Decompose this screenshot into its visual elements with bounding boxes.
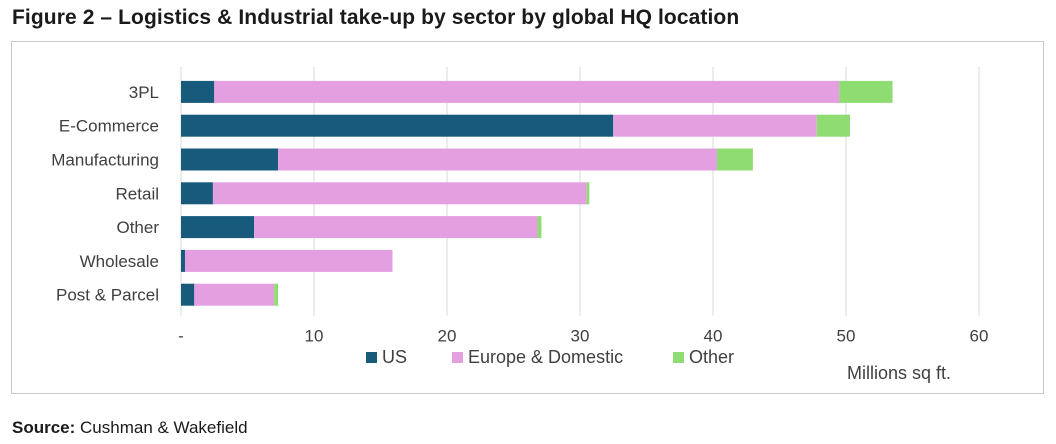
bar-other-6 [274, 283, 279, 306]
bar-us-1 [181, 114, 614, 137]
legend-swatch [452, 352, 463, 363]
bar-us-2 [181, 148, 279, 171]
bar-europe-domestic-1 [613, 114, 817, 137]
category-label: E-Commerce [59, 117, 159, 136]
bar-us-4 [181, 216, 255, 239]
source-text: Cushman & Wakefield [75, 418, 248, 437]
category-label: Retail [116, 184, 159, 203]
x-tick-60: 60 [970, 327, 989, 346]
bar-other-1 [816, 114, 850, 137]
legend-label: Other [689, 347, 734, 367]
bar-us-0 [181, 80, 215, 103]
category-label: Other [116, 218, 159, 237]
source-note: Source: Cushman & Wakefield [12, 418, 248, 438]
bars [181, 80, 893, 306]
chart-title: Figure 2 – Logistics & Industrial take-u… [12, 6, 740, 29]
bar-europe-domestic-6 [194, 283, 275, 306]
source-label: Source: [12, 418, 76, 437]
x-axis-label: Millions sq ft. [847, 363, 951, 383]
legend: US Europe & Domestic Other [366, 347, 734, 367]
category-labels: 3PL E-Commerce Manufacturing Retail Other Who… [51, 83, 159, 305]
legend-swatch [673, 352, 684, 363]
category-label: Post & Parcel [56, 286, 159, 305]
bar-us-6 [181, 283, 195, 306]
bar-other-4 [537, 216, 542, 239]
x-tick-40: 40 [704, 327, 723, 346]
x-tick-30: 30 [571, 327, 590, 346]
bar-other-0 [839, 80, 893, 103]
x-tick-10: 10 [305, 327, 324, 346]
bar-europe-domestic-0 [214, 80, 840, 103]
bar-us-3 [181, 182, 213, 205]
chart-frame: 3PL E-Commerce Manufacturing Retail Other Who… [11, 41, 1044, 394]
category-label: Manufacturing [51, 151, 159, 170]
category-label: Wholesale [80, 252, 159, 271]
category-label: 3PL [129, 83, 159, 102]
bar-europe-domestic-3 [212, 182, 587, 205]
legend-label: US [382, 347, 407, 367]
x-tick-0: - [178, 327, 184, 346]
legend-swatch [366, 352, 377, 363]
x-tick-labels: - 10 20 30 40 50 60 [178, 327, 988, 346]
bar-chart: 3PL E-Commerce Manufacturing Retail Other Who… [51, 67, 988, 383]
bar-europe-domestic-5 [184, 249, 393, 272]
x-tick-20: 20 [438, 327, 457, 346]
x-tick-50: 50 [837, 327, 856, 346]
bar-other-3 [586, 182, 590, 205]
bar-europe-domestic-4 [254, 216, 538, 239]
bar-other-2 [716, 148, 753, 171]
legend-label: Europe & Domestic [468, 347, 623, 367]
bar-us-5 [181, 249, 185, 272]
bar-europe-domestic-2 [278, 148, 717, 171]
